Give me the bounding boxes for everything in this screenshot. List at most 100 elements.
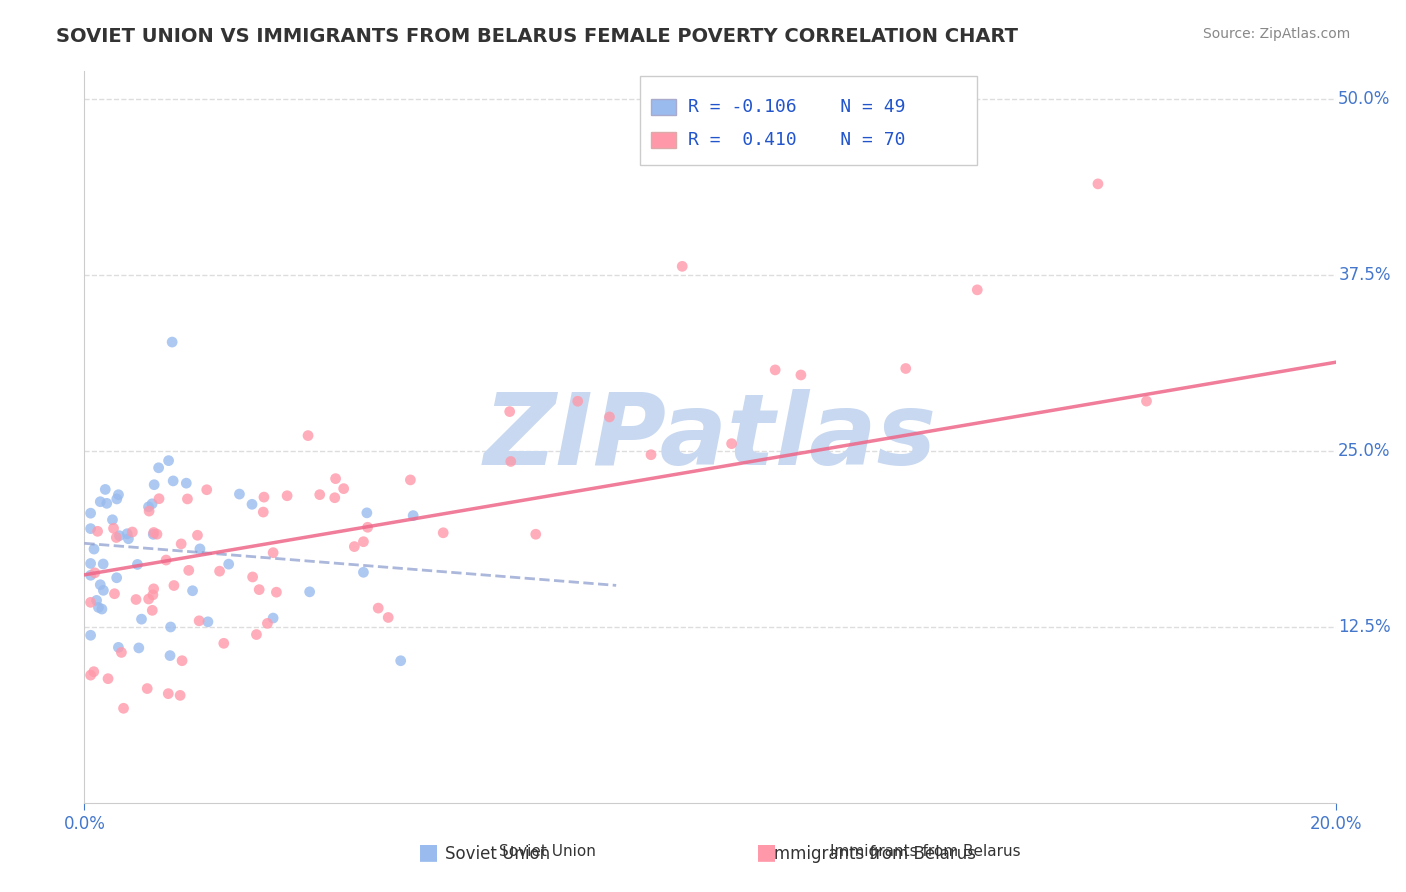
Text: SOVIET UNION VS IMMIGRANTS FROM BELARUS FEMALE POVERTY CORRELATION CHART: SOVIET UNION VS IMMIGRANTS FROM BELARUS … (56, 27, 1018, 45)
Soviet Union (117, 532, 139, 546)
Immigrants from Belarus (142, 525, 165, 540)
Soviet Union (128, 640, 150, 655)
Soviet Union (159, 648, 181, 663)
Text: Source: ZipAtlas.com: Source: ZipAtlas.com (1202, 27, 1350, 41)
Immigrants from Belarus (599, 409, 621, 424)
Immigrants from Belarus (253, 490, 276, 504)
Immigrants from Belarus (136, 681, 159, 696)
Soviet Union (141, 497, 163, 511)
Soviet Union (228, 487, 250, 501)
Soviet Union (107, 640, 129, 655)
Immigrants from Belarus (332, 482, 354, 496)
Immigrants from Belarus (142, 588, 165, 602)
Soviet Union (93, 583, 115, 598)
Immigrants from Belarus (177, 563, 200, 577)
Immigrants from Belarus (170, 537, 193, 551)
Immigrants from Belarus (86, 524, 108, 539)
Soviet Union (218, 557, 240, 571)
Soviet Union (115, 526, 138, 541)
Soviet Union (176, 476, 198, 491)
Text: R =  0.410    N = 70: R = 0.410 N = 70 (688, 131, 905, 149)
Soviet Union (157, 453, 180, 467)
Soviet Union (91, 557, 114, 571)
Immigrants from Belarus (83, 566, 105, 580)
Immigrants from Belarus (170, 654, 193, 668)
Immigrants from Belarus (103, 521, 125, 535)
Immigrants from Belarus (266, 585, 288, 599)
Immigrants from Belarus (97, 672, 120, 686)
Text: 25.0%: 25.0% (1339, 442, 1391, 460)
Soviet Union (127, 558, 149, 572)
Immigrants from Belarus (138, 592, 160, 607)
Text: Immigrants from Belarus: Immigrants from Belarus (769, 845, 976, 863)
Text: Soviet Union: Soviet Union (499, 845, 596, 859)
Immigrants from Belarus (790, 368, 813, 382)
Soviet Union (148, 460, 170, 475)
Immigrants from Belarus (524, 527, 547, 541)
Immigrants from Belarus (245, 627, 267, 641)
Soviet Union (86, 593, 108, 607)
Immigrants from Belarus (247, 582, 270, 597)
Immigrants from Belarus (323, 491, 346, 505)
Immigrants from Belarus (208, 564, 231, 578)
Immigrants from Belarus (325, 472, 347, 486)
Immigrants from Belarus (252, 505, 274, 519)
Text: 12.5%: 12.5% (1339, 618, 1391, 636)
Immigrants from Belarus (966, 283, 988, 297)
Soviet Union (105, 491, 128, 506)
Soviet Union (138, 500, 160, 514)
Soviet Union (83, 542, 105, 557)
Text: ZIPatlas: ZIPatlas (484, 389, 936, 485)
Text: ■: ■ (756, 842, 776, 862)
Immigrants from Belarus (176, 491, 198, 506)
Immigrants from Belarus (352, 534, 374, 549)
Immigrants from Belarus (343, 540, 366, 554)
Immigrants from Belarus (148, 491, 170, 506)
Immigrants from Belarus (79, 668, 101, 682)
Soviet Union (188, 541, 211, 556)
Immigrants from Belarus (121, 524, 143, 539)
Immigrants from Belarus (640, 448, 662, 462)
Immigrants from Belarus (125, 592, 148, 607)
Soviet Union (142, 527, 165, 541)
Soviet Union (108, 529, 131, 543)
Soviet Union (89, 494, 111, 508)
Immigrants from Belarus (142, 582, 165, 596)
Immigrants from Belarus (720, 436, 742, 450)
Text: ■: ■ (419, 842, 439, 862)
Text: Immigrants from Belarus: Immigrants from Belarus (830, 845, 1021, 859)
Immigrants from Belarus (169, 689, 191, 703)
Immigrants from Belarus (141, 603, 163, 617)
Soviet Union (159, 620, 181, 634)
Soviet Union (262, 611, 284, 625)
Text: 50.0%: 50.0% (1339, 90, 1391, 109)
Soviet Union (96, 496, 118, 510)
Immigrants from Belarus (367, 601, 389, 615)
Immigrants from Belarus (432, 525, 454, 540)
Immigrants from Belarus (256, 616, 278, 631)
Soviet Union (298, 584, 321, 599)
Immigrants from Belarus (356, 520, 378, 534)
Soviet Union (143, 477, 166, 491)
Immigrants from Belarus (1135, 394, 1157, 409)
Soviet Union (352, 566, 374, 580)
Immigrants from Belarus (146, 527, 169, 541)
Soviet Union (160, 334, 183, 349)
Soviet Union (101, 513, 124, 527)
Text: R = -0.106    N = 49: R = -0.106 N = 49 (688, 98, 905, 116)
Soviet Union (87, 600, 110, 615)
Immigrants from Belarus (212, 636, 235, 650)
Immigrants from Belarus (499, 454, 522, 468)
Immigrants from Belarus (671, 260, 693, 274)
Soviet Union (240, 497, 263, 511)
Soviet Union (94, 483, 117, 497)
Immigrants from Belarus (157, 687, 180, 701)
Immigrants from Belarus (83, 665, 105, 679)
Soviet Union (402, 508, 425, 523)
Soviet Union (79, 522, 101, 536)
Immigrants from Belarus (112, 701, 135, 715)
Immigrants from Belarus (186, 528, 208, 542)
Immigrants from Belarus (276, 489, 298, 503)
Immigrants from Belarus (110, 645, 132, 659)
Soviet Union (79, 628, 101, 642)
